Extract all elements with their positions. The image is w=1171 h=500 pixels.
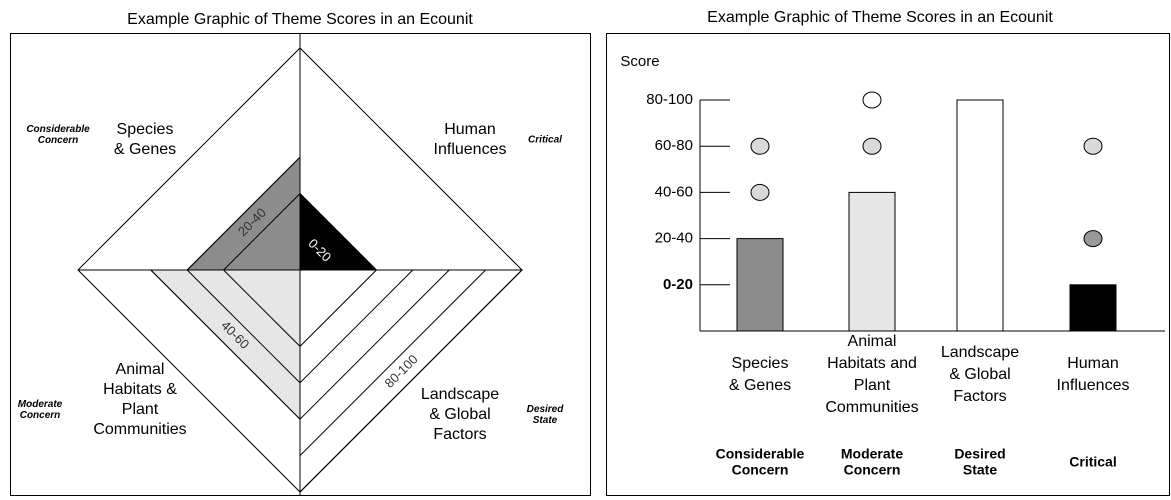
quadrant-label: Influences — [434, 141, 507, 158]
right-frame — [606, 33, 1170, 496]
marker — [862, 137, 882, 155]
ring-line — [223, 193, 301, 271]
ring-line — [223, 269, 301, 347]
quadrant-label: Habitats & — [103, 381, 177, 398]
bar — [848, 191, 896, 332]
status-label: Concern — [844, 462, 901, 478]
quadrant-label: & Genes — [114, 141, 176, 158]
status-label: State — [963, 462, 997, 478]
status-label: Considerable — [26, 124, 90, 135]
x-tick-label: Animal — [848, 333, 897, 350]
quadrant-label: Factors — [433, 426, 486, 443]
status-label: Considerable — [716, 446, 805, 462]
quadrant-label: Communities — [93, 421, 186, 438]
bar — [956, 99, 1004, 332]
status-label: Desired — [527, 404, 565, 415]
x-tick-label: Plant — [854, 377, 891, 394]
x-tick-label: & Global — [949, 366, 1010, 383]
marker — [1083, 137, 1103, 155]
right-title: Example Graphic of Theme Scores in an Ec… — [707, 9, 1053, 26]
y-tick-label: 0-20 — [663, 276, 693, 293]
status-label: Desired — [954, 446, 1005, 462]
status-label: Moderate — [18, 399, 63, 410]
ring-line — [186, 156, 301, 271]
marker — [750, 137, 770, 155]
x-tick-label: & Genes — [729, 377, 791, 394]
x-tick-label: Human — [1067, 355, 1119, 372]
ring-line — [186, 269, 301, 384]
status-label: State — [533, 415, 558, 426]
status-label: Concern — [732, 462, 789, 478]
ring-line — [299, 193, 377, 271]
left-title: Example Graphic of Theme Scores in an Ec… — [127, 11, 473, 28]
x-tick-label: Factors — [953, 388, 1006, 405]
status-label: Concern — [38, 135, 79, 146]
quadrant-label: & Global — [429, 406, 490, 423]
marker — [862, 91, 882, 109]
quadrant-label: Plant — [122, 401, 159, 418]
marker — [1083, 230, 1103, 248]
y-tick-label: 60-80 — [655, 137, 693, 154]
bar — [1069, 284, 1117, 332]
status-label: Critical — [528, 135, 562, 146]
ring-line — [299, 269, 486, 456]
quadrant-label: Human — [444, 121, 496, 138]
ring-line — [150, 269, 301, 420]
quadrant-label: Species — [117, 121, 174, 138]
status-label: Moderate — [841, 446, 903, 462]
quadrant-label: Landscape — [421, 386, 499, 403]
ring-line — [299, 269, 414, 384]
status-label: Concern — [20, 410, 61, 421]
y-tick-label: 40-60 — [655, 183, 693, 200]
marker — [750, 183, 770, 201]
y-axis-title: Score — [620, 53, 659, 70]
x-tick-label: Species — [732, 355, 789, 372]
quadrant-label: Animal — [116, 361, 165, 378]
bar — [736, 238, 784, 332]
x-tick-label: Influences — [1057, 377, 1130, 394]
x-tick-label: Landscape — [941, 344, 1019, 361]
ring-line — [299, 269, 450, 420]
y-tick-label: 80-100 — [646, 91, 693, 108]
status-label: Critical — [1069, 454, 1116, 470]
x-tick-label: Habitats and — [827, 355, 917, 372]
x-tick-label: Communities — [825, 399, 918, 416]
y-tick-label: 20-40 — [655, 230, 693, 247]
ring-line — [299, 269, 377, 347]
